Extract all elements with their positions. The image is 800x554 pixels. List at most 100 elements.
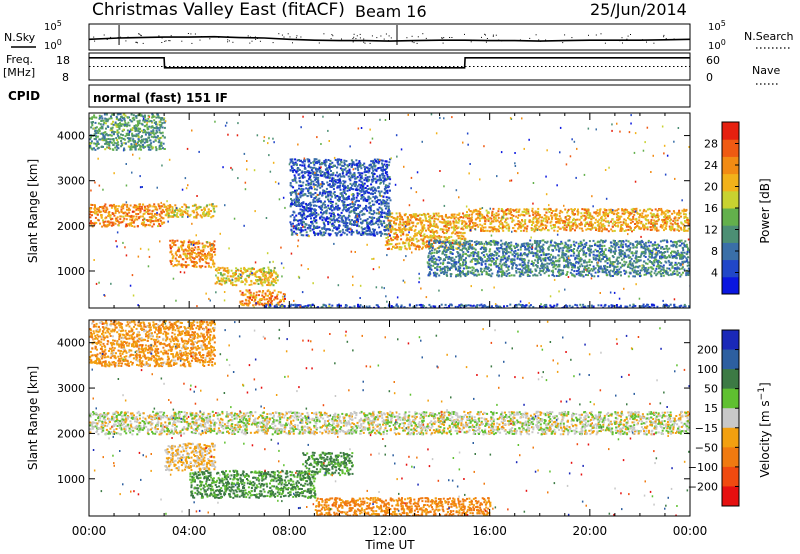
heat-cell [140,205,143,208]
heat-cell [467,250,470,253]
heat-cell [655,227,658,230]
heat-cell [217,276,220,279]
heat-cell [473,247,476,250]
heat-cell [433,261,435,264]
heat-cell [202,213,205,216]
heat-cell [133,210,136,213]
heat-cell [525,212,528,215]
heat-cell [96,213,99,216]
heat-cell [235,284,238,287]
heat-cell [681,266,684,269]
heat-cell [423,237,426,240]
heat-cell [196,213,199,216]
heat-cell [434,241,437,244]
heat-cell [577,272,580,275]
heat-cell [583,214,586,217]
heat-cell [524,220,526,223]
heat-cell [489,216,492,219]
heat-cell [270,294,272,297]
heat-cell [276,295,278,298]
heat-cell [595,227,597,230]
heat-cell [534,247,537,250]
heat-cell [455,274,458,276]
freq-tick-8: 8 [62,71,69,84]
heat-cell [453,264,456,267]
heat-cell [608,208,611,211]
heat-cell [639,269,642,272]
heat-cell [680,215,682,218]
heat-cell [427,245,429,248]
heat-cell [146,219,149,222]
heat-cell [465,216,468,219]
heat-cell [396,217,399,220]
heat-cell [607,213,610,216]
heat-cell [182,210,185,213]
heat-cell [455,239,458,242]
heat-cell [260,281,263,284]
heat-cell [644,249,647,252]
heat-cell [215,281,218,284]
heat-cell [175,251,178,254]
heat-cell [632,266,635,269]
heat-cell [688,268,690,271]
heat-cell [222,277,225,280]
heat-cell [410,238,413,241]
heat-cell [517,209,520,212]
heat-cell [664,256,667,259]
heat-cell [600,230,603,233]
heat-cell [660,209,663,212]
nsearch-point [278,33,280,35]
heat-cell [464,260,467,263]
heat-cell [538,246,541,249]
heat-cell [541,216,543,219]
heat-cell [527,247,530,250]
heat-cell [661,256,664,259]
nsearch-point [588,34,589,36]
heat-cell [240,280,243,283]
heat-cell [205,254,208,257]
heat-cell [515,211,518,214]
heat-cell [391,226,394,229]
heat-cell [540,248,543,251]
heat-cell [464,275,467,277]
heat-cell [108,213,111,216]
heat-cell [119,215,122,218]
heat-cell [517,214,520,217]
heat-cell [497,255,500,258]
heat-cell [300,204,303,207]
heat-cell [260,302,263,305]
heat-cell [649,241,652,244]
heat-cell [331,177,334,180]
heat-cell [399,213,402,216]
heat-cell [574,258,577,261]
heat-cell [495,243,498,246]
heat-cell [505,252,508,255]
heat-cell [658,251,661,254]
heat-cell [431,252,434,255]
heat-cell [290,201,293,204]
heat-cell [113,214,116,217]
heat-cell [451,239,454,242]
heat-cell [486,266,488,269]
heat-cell [644,218,647,220]
heat-cell [441,271,444,274]
heat-cell [523,258,526,261]
heat-cell [523,214,526,217]
heat-cell [211,247,214,249]
heat-cell [496,243,499,246]
heat-cell [591,226,594,229]
heat-cell [456,234,459,237]
heat-cell [515,230,518,233]
heat-cell [500,258,503,261]
heat-cell [412,213,415,216]
heat-cell [594,221,597,224]
heat-cell [444,238,447,241]
heat-cell [654,241,657,244]
nsearch-point [295,37,297,39]
heat-cell [630,212,633,215]
heat-cell [609,251,612,254]
heat-cell [642,265,645,268]
heat-cell [457,251,460,254]
heat-cell [354,223,357,226]
heat-cell [269,284,272,287]
